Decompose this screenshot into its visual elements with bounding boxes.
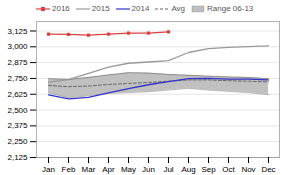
svg-text:Jun: Jun — [142, 165, 155, 174]
svg-text:Jan: Jan — [42, 165, 55, 174]
svg-text:2,625: 2,625 — [7, 90, 28, 99]
svg-text:2,375: 2,375 — [7, 121, 28, 130]
svg-text:Mar: Mar — [82, 165, 96, 174]
svg-text:2,500: 2,500 — [7, 106, 28, 115]
html-text:2014: 2014 — [131, 4, 150, 13]
svg-text:Feb: Feb — [62, 165, 76, 174]
html-text:2016: 2016 — [52, 4, 70, 13]
svg-text:2,750: 2,750 — [7, 74, 28, 83]
svg-text:3,125: 3,125 — [7, 27, 28, 36]
html-text:2015: 2015 — [91, 4, 110, 13]
svg-text:May: May — [121, 165, 136, 174]
html-text:Range 06-13: Range 06-13 — [207, 4, 254, 13]
svg-text:Sep: Sep — [201, 165, 216, 174]
svg-text:2,250: 2,250 — [7, 137, 28, 146]
svg-text:2,875: 2,875 — [7, 58, 28, 67]
html-text:Avg: Avg — [171, 4, 185, 13]
svg-text:Dec: Dec — [261, 165, 275, 174]
svg-text:3,000: 3,000 — [7, 42, 28, 51]
svg-text:Aug: Aug — [181, 165, 195, 174]
svg-text:Apr: Apr — [102, 165, 115, 174]
svg-text:Nov: Nov — [241, 165, 255, 174]
svg-text:2,125: 2,125 — [7, 153, 28, 162]
svg-text:Oct: Oct — [222, 165, 235, 174]
svg-text:Jul: Jul — [163, 165, 173, 174]
